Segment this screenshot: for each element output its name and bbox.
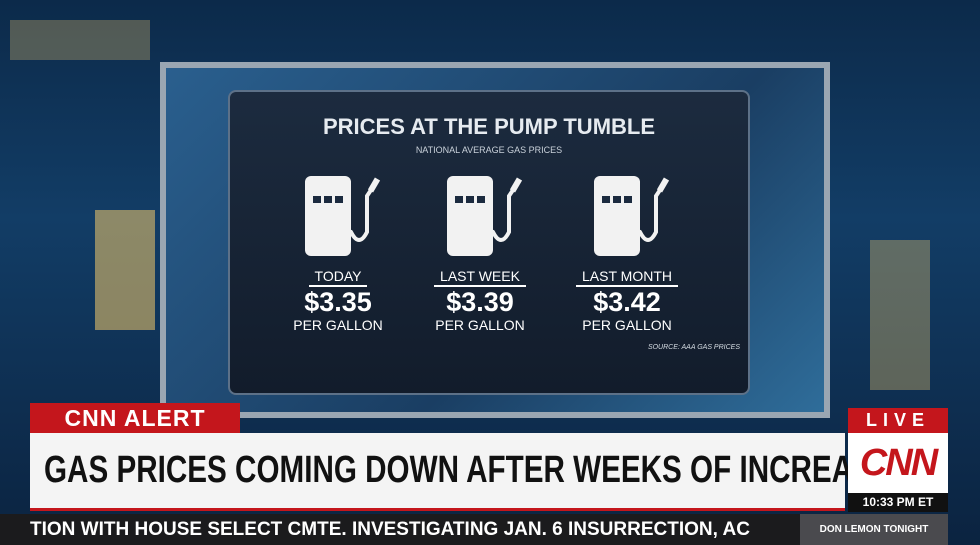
pump-part xyxy=(638,182,666,242)
live-tag: LIVE xyxy=(848,408,948,433)
price-item: LAST WEEK $3.39 PER GALLON xyxy=(410,172,550,333)
pump-part xyxy=(624,196,632,203)
alert-tag: CNN ALERT xyxy=(30,403,240,433)
pump-part xyxy=(656,177,670,193)
pump-part xyxy=(324,196,332,203)
pump-part xyxy=(466,196,474,203)
pump-part xyxy=(305,176,351,256)
period-label: LAST MONTH xyxy=(576,268,678,287)
show-name: DON LEMON TONIGHT xyxy=(800,514,948,545)
unit: PER GALLON xyxy=(435,317,525,333)
pump-part xyxy=(349,182,377,242)
pump-part xyxy=(313,196,321,203)
unit: PER GALLON xyxy=(293,317,383,333)
graphic-subtitle: NATIONAL AVERAGE GAS PRICES xyxy=(415,145,563,155)
pump-part xyxy=(602,196,610,203)
unit: PER GALLON xyxy=(582,317,672,333)
pump-part xyxy=(447,176,493,256)
headline: GAS PRICES COMING DOWN AFTER WEEKS OF IN… xyxy=(44,449,913,491)
price: $3.35 xyxy=(304,287,372,317)
pump-part xyxy=(613,196,621,203)
headline-bar: GAS PRICES COMING DOWN AFTER WEEKS OF IN… xyxy=(30,433,912,511)
pump-icon xyxy=(447,176,523,256)
building-lights xyxy=(10,20,150,60)
clock: 10:33 PM ET xyxy=(848,493,948,512)
pump-part xyxy=(491,182,519,242)
pump-part xyxy=(594,176,640,256)
pump-part xyxy=(335,196,343,203)
pump-icon xyxy=(305,176,381,256)
pump-part xyxy=(455,196,463,203)
pump-icon xyxy=(594,176,670,256)
price: $3.39 xyxy=(446,287,514,317)
period-label: TODAY xyxy=(308,268,368,287)
ticker: TION WITH HOUSE SELECT CMTE. INVESTIGATI… xyxy=(0,514,800,545)
price-item: TODAY $3.35 PER GALLON xyxy=(268,172,408,333)
price: $3.42 xyxy=(593,287,661,317)
building-lights xyxy=(870,240,930,390)
price-item: LAST MONTH $3.42 PER GALLON xyxy=(557,172,697,333)
graphic-panel: PRICES AT THE PUMP TUMBLE NATIONAL AVERA… xyxy=(228,90,750,395)
network-logo: CNN xyxy=(848,433,948,493)
graphic-title: PRICES AT THE PUMP TUMBLE xyxy=(322,114,656,139)
building-lights xyxy=(95,210,155,330)
pump-part xyxy=(367,177,381,193)
period-label: LAST WEEK xyxy=(434,268,526,287)
source: SOURCE: AAA GAS PRICES xyxy=(647,344,740,351)
pump-part xyxy=(509,177,523,193)
pump-part xyxy=(477,196,485,203)
